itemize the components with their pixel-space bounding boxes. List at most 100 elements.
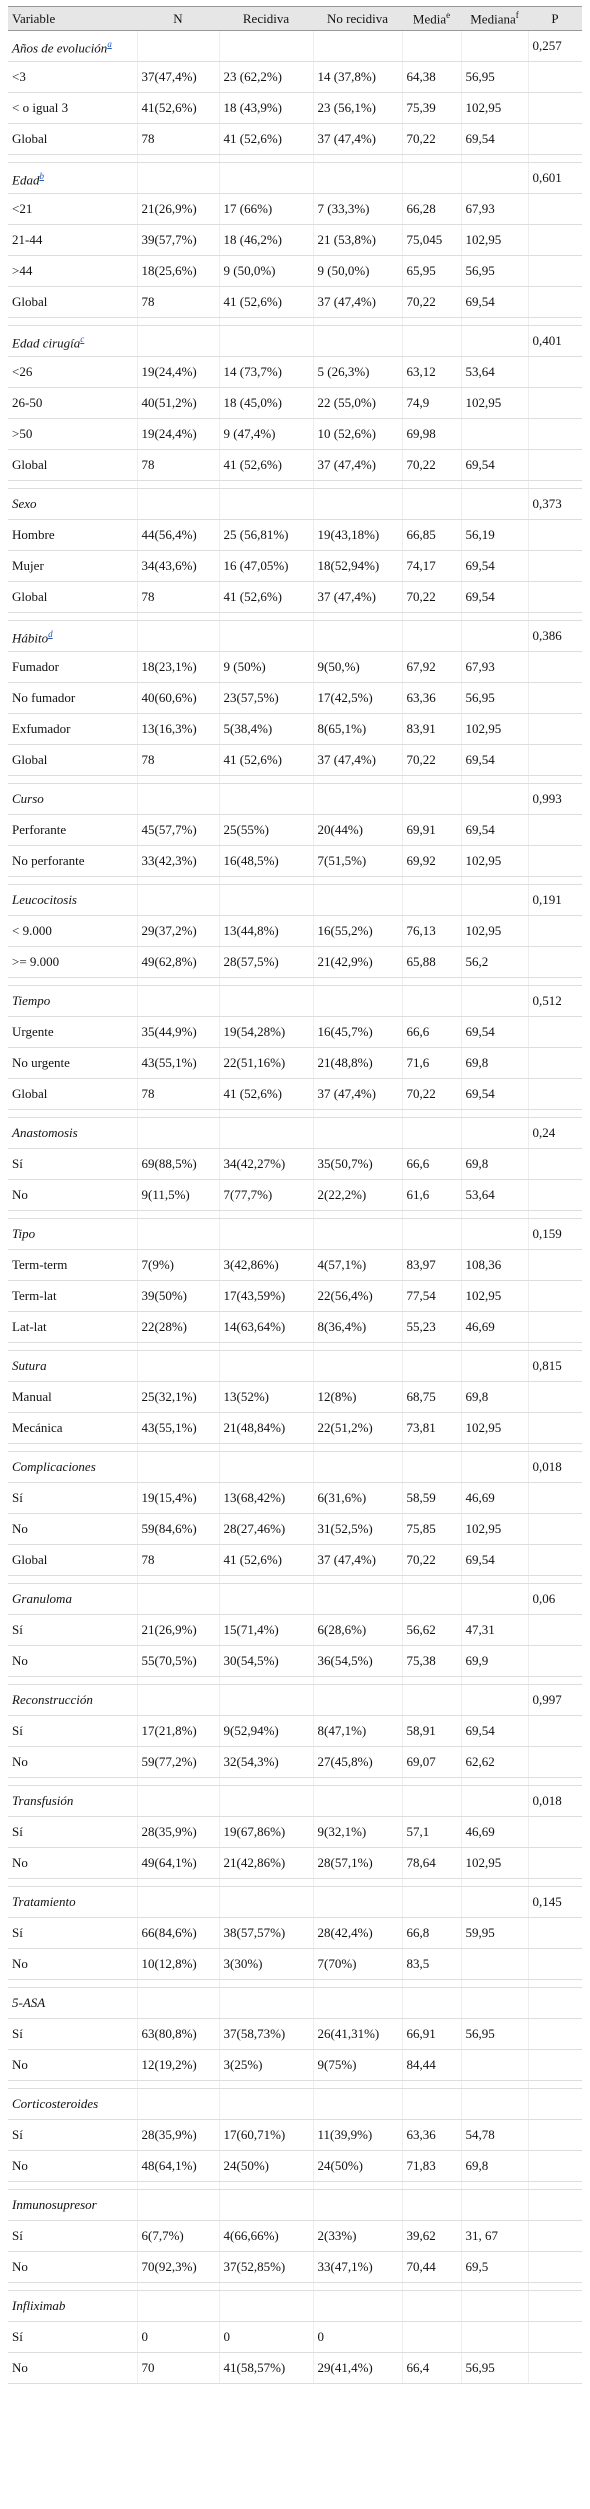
spacer-cell	[8, 480, 137, 490]
spacer-cell	[8, 1210, 137, 1220]
data-row: < o igual 3 41(52,6%) 18 (43,9%) 23 (56,1%)…	[8, 92, 582, 125]
spacer-cell	[527, 977, 582, 987]
empty-cell	[401, 884, 461, 917]
spacer-cell	[218, 612, 313, 622]
p-value	[527, 2290, 582, 2323]
data-cell: 41 (52,6%)	[218, 1078, 313, 1111]
empty-cell	[460, 985, 528, 1018]
data-cell: 66,6	[401, 1016, 461, 1049]
data-cell: 8(65,1%)	[312, 713, 402, 746]
empty-cell	[527, 2352, 582, 2385]
section-row: Tipo 0,159	[8, 1218, 582, 1251]
data-cell: 29(37,2%)	[136, 915, 219, 948]
empty-cell	[312, 1451, 402, 1484]
data-cell: 75,39	[401, 92, 461, 125]
spacer-row	[8, 1777, 582, 1787]
column-header: N	[137, 5, 219, 32]
row-label: Global	[8, 1544, 137, 1577]
data-cell: 75,85	[401, 1513, 461, 1546]
data-cell: 69,9	[460, 1645, 528, 1678]
data-cell: 69,54	[460, 550, 528, 583]
section-label-text: Leucocitosis	[12, 892, 77, 908]
data-cell: 46,69	[460, 1482, 528, 1515]
spacer-row	[8, 2080, 582, 2090]
row-label: Sí	[8, 2321, 137, 2354]
empty-cell	[136, 884, 219, 917]
section-label-text: Hábito	[12, 630, 49, 646]
data-cell: 13(44,8%)	[218, 915, 313, 948]
data-cell: 102,95	[460, 1847, 528, 1880]
spacer-row	[8, 317, 582, 327]
empty-cell	[527, 1645, 582, 1678]
data-cell: 25 (56,81%)	[218, 519, 313, 552]
column-header: P	[528, 5, 582, 32]
section-label-text: Granuloma	[12, 1591, 72, 1607]
data-cell: 28(42,4%)	[312, 1917, 402, 1950]
data-cell: 17(43,59%)	[218, 1280, 313, 1313]
empty-cell	[312, 1583, 402, 1616]
footnote-ref: b	[39, 171, 44, 182]
section-label-text: Edad	[12, 172, 40, 188]
empty-cell	[401, 1684, 461, 1717]
data-cell: 21(48,8%)	[312, 1047, 402, 1080]
empty-cell	[527, 1948, 582, 1981]
section-row: Complicaciones 0,018	[8, 1451, 582, 1484]
row-label: 21-44	[8, 224, 137, 257]
footnote-ref: c	[80, 334, 85, 345]
row-label: No	[8, 1948, 137, 1981]
column-header: No recidiva	[313, 5, 402, 32]
data-row: <3 37(47,4%) 23 (62,2%) 14 (37,8%) 64,38 56,9…	[8, 61, 582, 94]
section-label: Reconstrucción	[8, 1684, 137, 1717]
data-cell: 15(71,4%)	[218, 1614, 313, 1647]
data-cell: 9 (47,4%)	[218, 418, 313, 451]
data-cell: 69,54	[460, 1016, 528, 1049]
data-row: Global 78 41 (52,6%) 37 (47,4%) 70,22 69,54	[8, 1078, 582, 1111]
data-cell: 102,95	[460, 387, 528, 420]
spacer-cell	[527, 1979, 582, 1989]
empty-cell	[312, 1218, 402, 1251]
data-cell: 59(84,6%)	[136, 1513, 219, 1546]
empty-cell	[136, 162, 219, 195]
spacer-row	[8, 1676, 582, 1686]
data-cell: 0	[136, 2321, 219, 2354]
p-value: 0,159	[527, 1218, 582, 1251]
data-cell: 69,5	[460, 2251, 528, 2284]
spacer-cell	[8, 612, 137, 622]
data-cell: 26(41,31%)	[312, 2018, 402, 2051]
data-cell: 78	[136, 581, 219, 614]
empty-cell	[527, 1280, 582, 1313]
data-cell: 9(75%)	[312, 2049, 402, 2082]
data-row: Sí 63(80,8%) 37(58,73%) 26(41,31%) 66,91 56,9…	[8, 2018, 582, 2051]
column-header: Medianaf	[461, 5, 528, 32]
data-cell: 40(60,6%)	[136, 682, 219, 715]
spacer-cell	[136, 977, 219, 987]
spacer-cell	[312, 1342, 402, 1352]
spacer-cell	[527, 1878, 582, 1888]
spacer-cell	[136, 317, 219, 327]
data-cell	[460, 418, 528, 451]
empty-cell	[218, 2088, 313, 2121]
spacer-cell	[312, 317, 402, 327]
spacer-cell	[401, 1979, 461, 1989]
empty-cell	[401, 985, 461, 1018]
row-label: Lat-lat	[8, 1311, 137, 1344]
p-value: 0,06	[527, 1583, 582, 1616]
data-cell: 0	[312, 2321, 402, 2354]
empty-cell	[312, 2189, 402, 2222]
empty-cell	[527, 1412, 582, 1445]
data-cell: 69,8	[460, 1047, 528, 1080]
row-label: Fumador	[8, 651, 137, 684]
empty-cell	[136, 783, 219, 816]
empty-cell	[527, 356, 582, 389]
data-cell: 69,91	[401, 814, 461, 847]
section-row: Tratamiento 0,145	[8, 1886, 582, 1919]
section-row: Leucocitosis 0,191	[8, 884, 582, 917]
row-label: <26	[8, 356, 137, 389]
row-label: Mecánica	[8, 1412, 137, 1445]
data-cell: 56,95	[460, 255, 528, 288]
spacer-row	[8, 876, 582, 886]
section-row: Transfusión 0,018	[8, 1785, 582, 1818]
data-cell: 70,22	[401, 744, 461, 777]
empty-cell	[218, 1684, 313, 1717]
empty-cell	[218, 1785, 313, 1818]
